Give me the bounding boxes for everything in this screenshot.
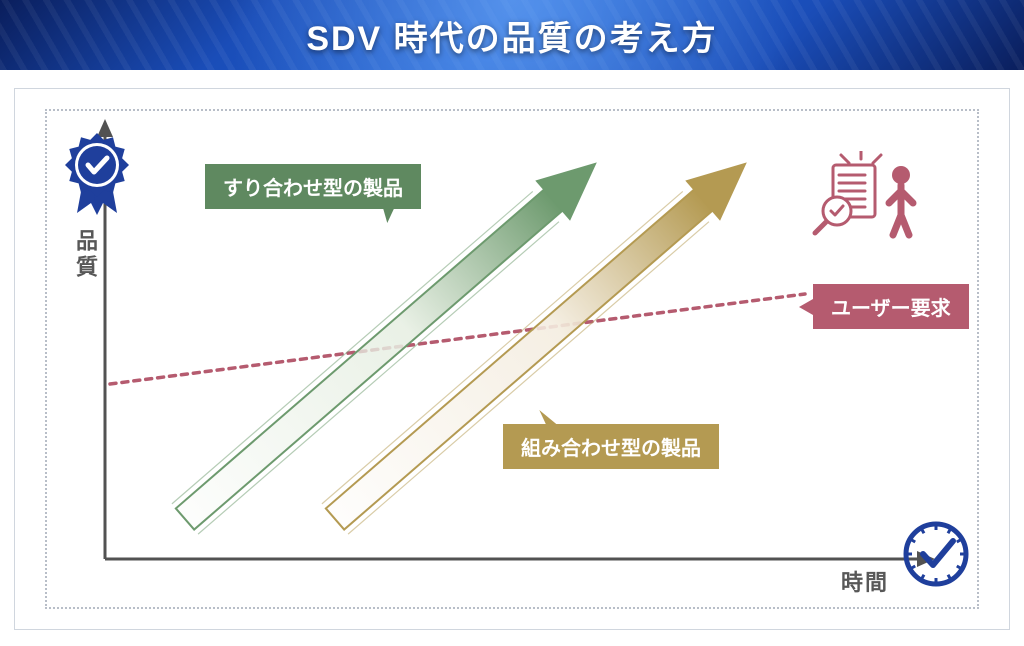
user-demand-label-text: ユーザー要求 — [831, 298, 951, 320]
y-axis-label: 品質 — [69, 229, 101, 281]
integral-product-label: すり合わせ型の製品 — [205, 164, 421, 209]
modular-product-label: 組み合わせ型の製品 — [503, 424, 719, 469]
modular-product-label-text: 組み合わせ型の製品 — [521, 438, 701, 460]
integral-product-label-text: すり合わせ型の製品 — [223, 178, 403, 200]
page-title: SDV 時代の品質の考え方 — [306, 11, 717, 60]
title-banner: SDV 時代の品質の考え方 — [0, 0, 1024, 70]
user-requirements-icon — [803, 151, 923, 241]
quality-badge-icon — [61, 131, 133, 219]
chart-frame: 品質 時間 すり合わせ型の製品 組み合わせ型の製品 ユーザー要求 — [14, 88, 1010, 630]
user-demand-label: ユーザー要求 — [813, 284, 969, 329]
clock-check-icon — [901, 519, 971, 589]
x-axis-label: 時間 — [841, 565, 889, 597]
